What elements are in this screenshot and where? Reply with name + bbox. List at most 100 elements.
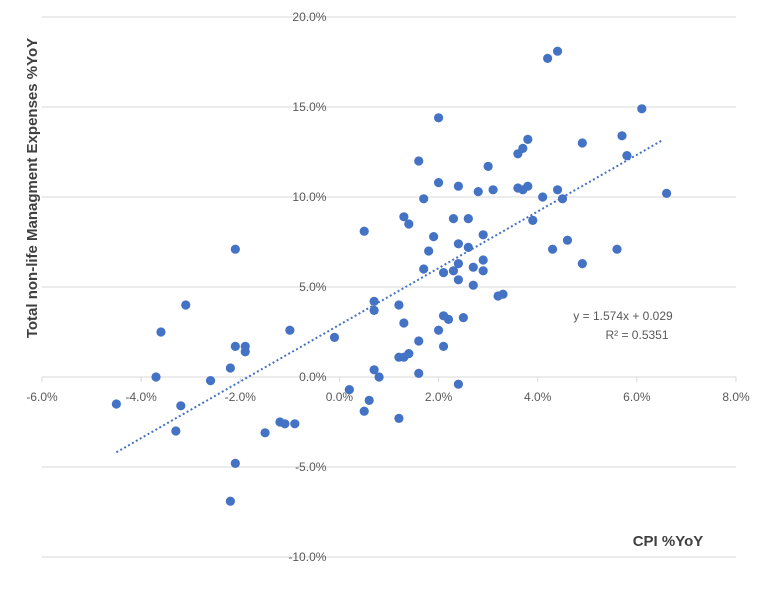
x-tick-label: 8.0%	[722, 390, 750, 404]
data-point	[438, 268, 449, 278]
data-point	[523, 181, 533, 191]
data-point	[538, 192, 548, 202]
data-point	[443, 314, 454, 324]
data-point	[369, 305, 379, 315]
x-axis-title: CPI %YoY	[633, 533, 704, 550]
data-point	[230, 458, 240, 468]
data-point	[225, 363, 235, 373]
x-tick-label: -6.0%	[26, 390, 58, 404]
data-point	[171, 426, 181, 436]
data-point	[622, 151, 632, 161]
x-axis	[41, 376, 737, 382]
data-point	[429, 232, 439, 242]
data-point	[181, 300, 191, 310]
data-point	[329, 332, 340, 342]
data-point	[399, 318, 409, 328]
data-point	[547, 244, 558, 254]
trendline-equation: y = 1.574x + 0.029	[573, 309, 673, 323]
y-axis-title: Total non-life Managment Expenses %YoY	[24, 38, 41, 338]
y-tick-label: -10.0%	[288, 550, 326, 564]
data-point	[399, 212, 409, 222]
data-point	[404, 349, 414, 359]
data-point	[414, 336, 424, 346]
data-point	[468, 280, 478, 290]
data-point	[557, 194, 568, 204]
x-tick-label: 6.0%	[623, 390, 651, 404]
data-point	[458, 313, 468, 323]
data-point	[453, 259, 463, 269]
data-point	[344, 385, 354, 395]
data-point	[290, 419, 300, 429]
data-point	[359, 406, 369, 416]
y-tick-label: -5.0%	[295, 460, 327, 474]
data-point	[111, 399, 121, 409]
data-point	[637, 104, 647, 114]
data-point	[359, 226, 369, 236]
data-point	[453, 379, 463, 389]
data-point	[453, 181, 463, 191]
data-point	[488, 185, 498, 195]
data-point	[463, 242, 473, 252]
data-point	[260, 428, 270, 438]
y-tick-label: 10.0%	[292, 190, 326, 204]
trendline-group	[115, 139, 663, 454]
x-tick-label: 2.0%	[425, 390, 453, 404]
y-tick-labels: -10.0% -5.0% 0.0% 5.0% 10.0% 15.0% 20.0%	[288, 10, 326, 564]
x-tick-label: 0.0%	[326, 390, 354, 404]
data-point	[453, 275, 463, 285]
data-point	[156, 327, 166, 337]
trendline	[115, 139, 663, 454]
data-point	[448, 214, 459, 224]
data-point	[424, 246, 434, 256]
data-point	[478, 255, 488, 265]
data-point	[394, 413, 404, 423]
y-tick-label: 5.0%	[299, 280, 327, 294]
data-point	[448, 266, 459, 276]
data-point	[414, 156, 424, 166]
data-point	[483, 161, 493, 171]
y-tick-label: 15.0%	[292, 100, 326, 114]
data-point	[419, 264, 429, 274]
y-tick-label: 0.0%	[299, 370, 327, 384]
data-point	[369, 365, 379, 375]
data-point	[552, 185, 563, 195]
data-point	[552, 46, 563, 56]
data-point	[662, 188, 672, 198]
trendline-r-squared: R² = 0.5351	[605, 328, 668, 342]
data-point	[151, 372, 161, 382]
data-points	[111, 46, 672, 506]
data-point	[617, 131, 627, 141]
x-tick-label: 4.0%	[524, 390, 552, 404]
data-point	[612, 244, 622, 254]
data-point	[394, 300, 404, 310]
x-tick-labels: -6.0% -4.0% -2.0% 0.0% 2.0% 4.0% 6.0% 8.0%	[26, 390, 750, 404]
data-point	[473, 187, 483, 197]
data-point	[225, 496, 235, 506]
data-point	[433, 325, 444, 335]
gridlines	[42, 16, 736, 558]
data-point	[374, 372, 384, 382]
data-point	[419, 194, 429, 204]
data-point	[438, 341, 449, 351]
data-point	[478, 266, 488, 276]
data-point	[577, 138, 587, 148]
data-point	[230, 244, 240, 254]
x-tick-label: -2.0%	[225, 390, 257, 404]
y-tick-label: 20.0%	[292, 10, 326, 24]
data-point	[230, 341, 240, 351]
data-point	[176, 401, 186, 411]
data-point	[364, 395, 374, 405]
data-point	[562, 235, 573, 245]
data-point	[285, 325, 295, 335]
data-point	[478, 230, 488, 240]
data-point	[498, 289, 508, 299]
data-point	[468, 262, 478, 272]
data-point	[523, 134, 533, 144]
x-tick-label: -4.0%	[125, 390, 157, 404]
data-point	[404, 219, 414, 229]
data-point	[433, 178, 444, 188]
data-point	[577, 259, 587, 269]
data-point	[414, 368, 424, 378]
data-point	[369, 296, 379, 306]
